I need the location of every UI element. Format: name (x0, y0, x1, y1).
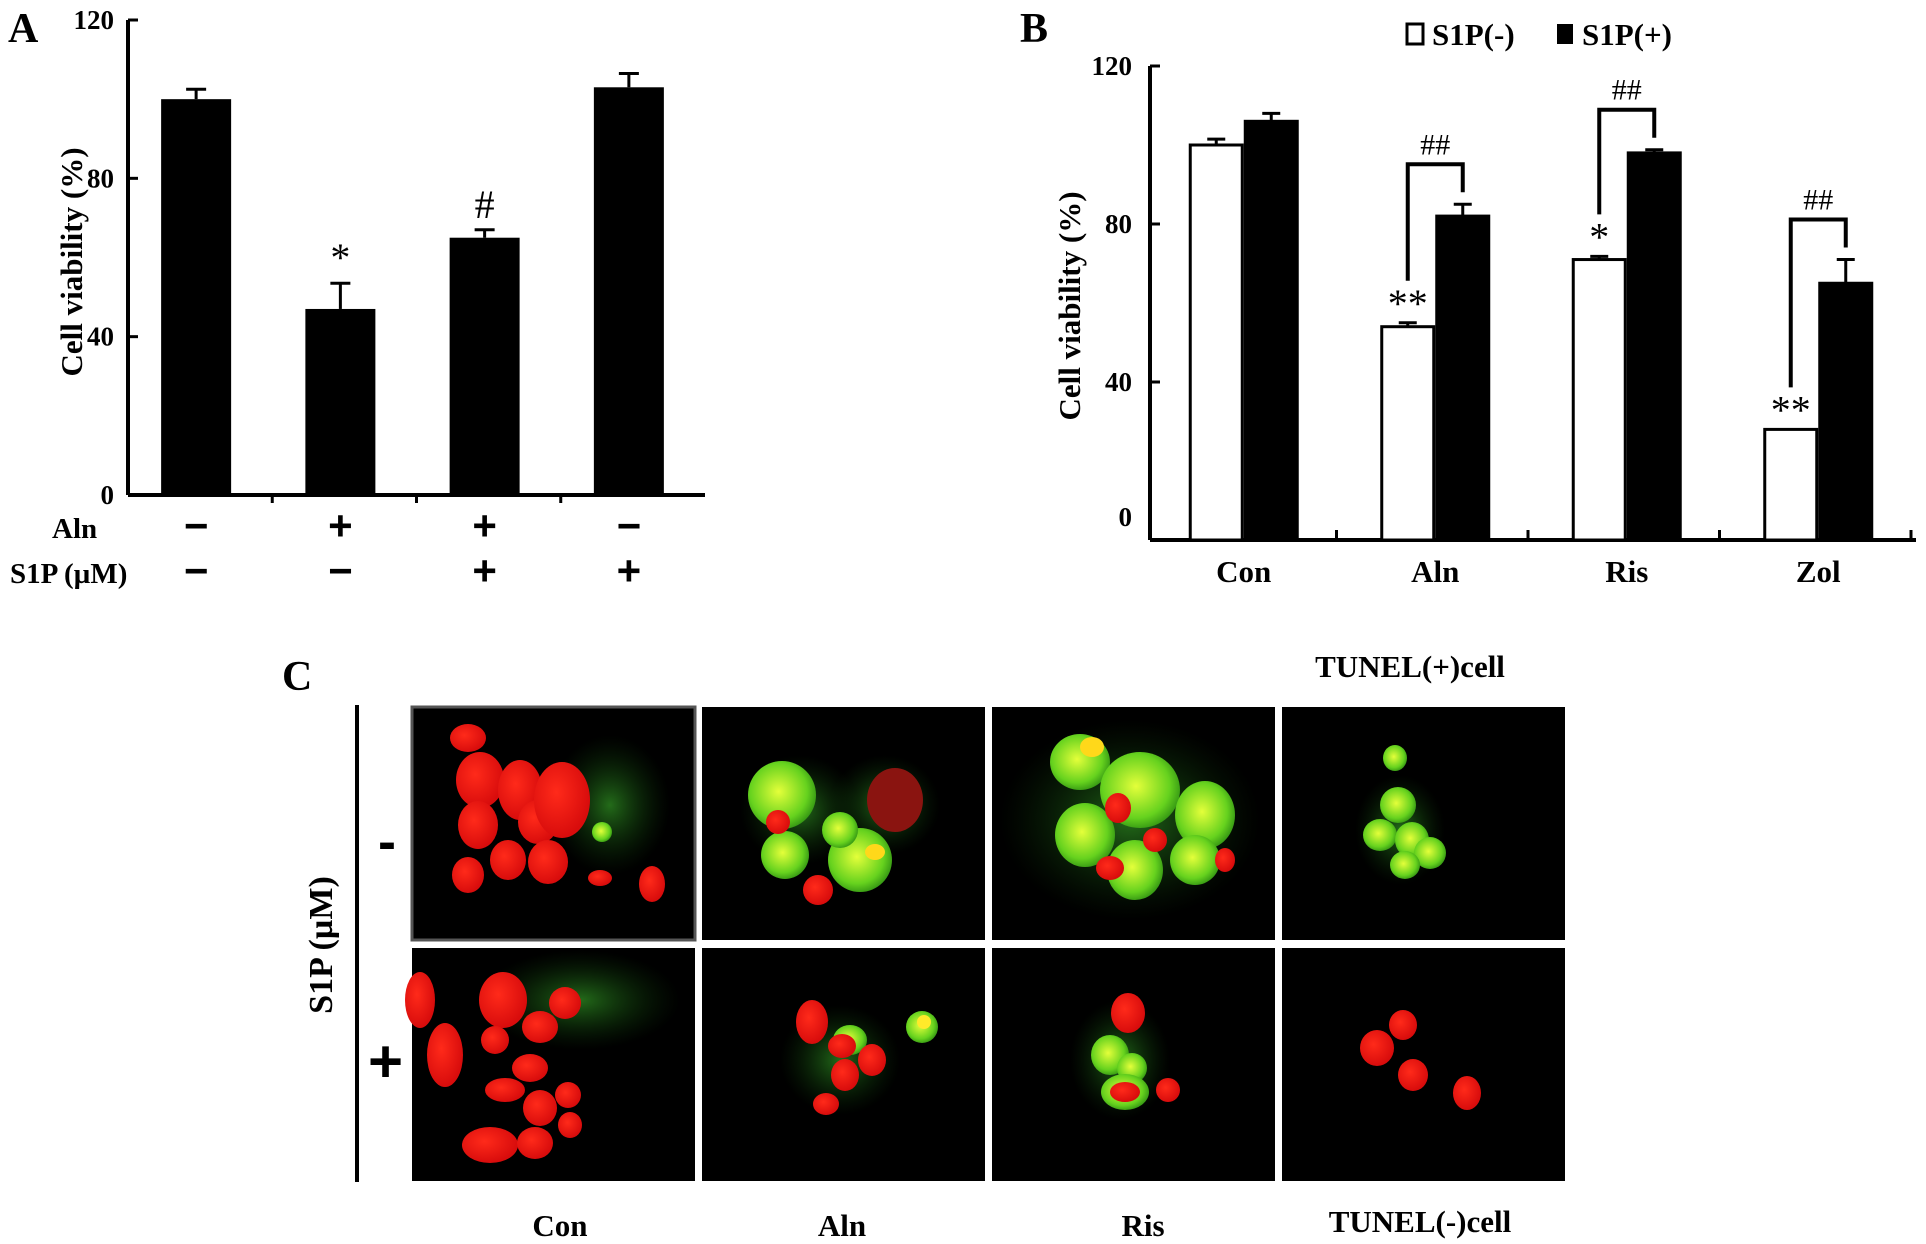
panel-a-significance: # (475, 182, 495, 227)
micrograph-con-plus (405, 948, 695, 1181)
panel-a-condition-sign: + (472, 502, 497, 549)
panel-b-bar (1188, 143, 1244, 542)
micrograph-ris-plus (992, 948, 1275, 1181)
panel-b-ytick-label: 0 (1119, 502, 1133, 532)
panel-a-letter: A (8, 6, 39, 52)
panel-b-ylabel: Cell viability (%) (1052, 191, 1087, 420)
col-label-ris: Ris (1121, 1208, 1164, 1243)
panel-b-legend: S1P(-) S1P(+) (1405, 17, 1672, 52)
micrograph-aln-plus (702, 948, 985, 1181)
panel-b-bar (1435, 214, 1491, 542)
panel-a-ytick-label: 80 (87, 163, 114, 193)
panel-b-bar (1380, 325, 1436, 542)
panel-b-bracket (1597, 107, 1657, 215)
legend-swatch-s1p-minus (1405, 22, 1425, 46)
panel-b-ytick-label: 120 (1092, 51, 1133, 81)
legend-swatch-s1p-plus (1557, 24, 1573, 44)
panel-a-condition-sign: + (328, 502, 353, 549)
panel-b-ytick-label: 40 (1105, 367, 1132, 397)
panel-a-bars: *# (161, 71, 664, 496)
panel-c-ylabel: S1P (µM) (303, 876, 340, 1014)
panel-b-category-label: Zol (1796, 554, 1841, 589)
panel-b-category-label: Con (1216, 554, 1271, 589)
legend-s1p-minus: S1P(-) (1432, 17, 1515, 52)
panel-b-bar (1626, 151, 1682, 542)
panel-b-bracket (1405, 162, 1465, 281)
panel-a-condition-label: Aln (52, 513, 97, 545)
panel-b-letter: B (1020, 6, 1048, 52)
panel-b-bars: Con Aln ** ## Ris * ## Zol ** ## (1188, 74, 1874, 589)
panel-c-micrographs: C S1P (µM) - + TUNEL(+)cell (282, 649, 1565, 1243)
panel-b-bracket-label: ## (1420, 128, 1450, 161)
micrograph-con-minus (410, 705, 697, 942)
panel-a-ytick-label: 120 (74, 5, 115, 35)
panel-a-bar (305, 308, 376, 495)
panel-b-significance: * (1589, 214, 1609, 259)
panel-a-ytick-label: 40 (87, 322, 114, 352)
panel-a-condition-sign: + (472, 547, 497, 594)
panel-b-bar (1763, 427, 1819, 542)
panel-a-bar (449, 237, 520, 496)
panel-c-letter: C (282, 654, 312, 700)
micrograph-ris-minus (992, 707, 1275, 940)
panel-b-category-label: Aln (1411, 554, 1459, 589)
panel-b-ytick-label: 80 (1105, 209, 1132, 239)
panel-b-category-label: Ris (1605, 554, 1648, 589)
panel-b-significance: ** (1771, 387, 1811, 432)
panel-a-ytick-label: 0 (101, 480, 115, 510)
panel-a-condition-sign: − (328, 547, 353, 594)
row-label-plus: + (368, 1028, 403, 1095)
panel-b-bracket (1788, 217, 1848, 388)
micrograph-aln-minus (702, 707, 985, 940)
row-label-minus: - (378, 812, 396, 872)
tunel-positive-label: TUNEL(+)cell (1315, 649, 1505, 684)
panel-a-ylabel: Cell viability (%) (54, 147, 89, 376)
panel-a-condition-sign: − (184, 502, 209, 549)
panel-b-bar (1571, 258, 1627, 542)
panel-b-bracket-label: ## (1803, 184, 1833, 217)
panel-a-bar (593, 87, 664, 496)
col-label-tunel-negative: TUNEL(-)cell (1329, 1204, 1512, 1239)
panel-b-bar (1243, 119, 1299, 542)
panel-b-significance: ** (1388, 281, 1428, 326)
panel-a-condition-sign: + (617, 547, 642, 594)
col-label-con: Con (532, 1208, 587, 1243)
legend-s1p-plus: S1P(+) (1582, 17, 1672, 52)
panel-a-condition-sign: − (184, 547, 209, 594)
panel-a-significance: * (330, 235, 350, 280)
micrograph-tunel-negative (1282, 948, 1565, 1181)
panel-b-bar (1818, 281, 1874, 542)
panel-a-condition-sign: − (617, 502, 642, 549)
panel-b-chart: B Cell viability (%) S1P(-) S1P(+) 0 40 80… (1020, 6, 1916, 589)
micrograph-tunel-positive (1282, 707, 1565, 940)
col-label-aln: Aln (818, 1208, 866, 1243)
panel-b-bracket-label: ## (1612, 74, 1642, 107)
panel-a-condition-label: S1P (µM) (10, 558, 127, 590)
panel-a-bar (161, 99, 232, 496)
